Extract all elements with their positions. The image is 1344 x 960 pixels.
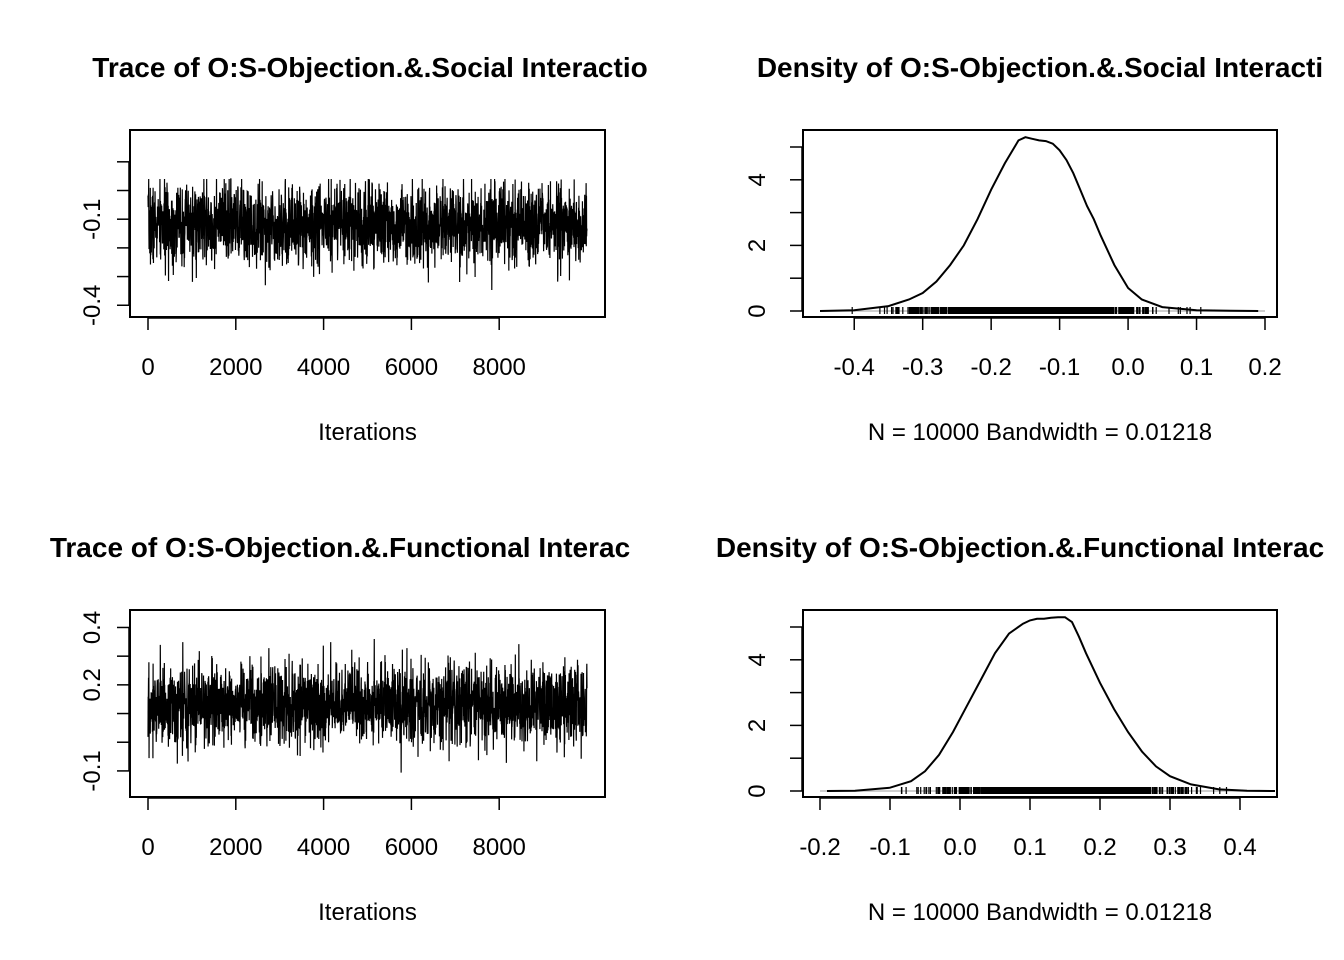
x-tick-label: 0.2	[1248, 354, 1281, 381]
y-tick-label: -0.1	[79, 199, 106, 240]
plot-frame	[129, 609, 606, 798]
x-tick-label: 0.4	[1223, 834, 1256, 861]
x-tick-label: 0	[141, 834, 154, 861]
y-tick-label: 0.2	[79, 668, 106, 701]
plot-frame	[802, 609, 1278, 798]
plot-frame	[802, 129, 1278, 318]
x-axis-label: N = 10000 Bandwidth = 0.01218	[868, 899, 1212, 926]
y-tick-label: 0.4	[79, 611, 106, 644]
y-tick-label: -0.4	[79, 285, 106, 326]
x-tick-label: -0.4	[834, 354, 875, 381]
x-tick-label: -0.1	[1039, 354, 1080, 381]
x-tick-label: 4000	[297, 834, 350, 861]
density-plot-functional-interaction: Density of O:S-Objection.&.Functional In…	[716, 532, 1324, 926]
chart-title: Density of O:S-Objection.&.Functional In…	[716, 532, 1324, 563]
x-tick-label: 0	[141, 354, 154, 381]
x-tick-label: -0.2	[799, 834, 840, 861]
y-tick-label: 4	[744, 173, 771, 186]
trace-plot-social-interaction: Trace of O:S-Objection.&.Social Interact…	[79, 52, 648, 446]
chart-title: Density of O:S-Objection.&.Social Intera…	[757, 52, 1323, 83]
density-curve	[826, 616, 1276, 792]
x-tick-label: 6000	[385, 354, 438, 381]
chart-title: Trace of O:S-Objection.&.Social Interact…	[92, 52, 647, 83]
x-tick-label: 0.3	[1153, 834, 1186, 861]
x-tick-label: 8000	[473, 354, 526, 381]
x-axis-label: Iterations	[318, 899, 417, 926]
x-tick-label: 0.1	[1180, 354, 1213, 381]
y-tick-label: -0.1	[79, 750, 106, 791]
rug-marks	[851, 307, 1202, 314]
density-plot-social-interaction: Density of O:S-Objection.&.Social Intera…	[744, 52, 1323, 446]
y-tick-label: 2	[744, 239, 771, 252]
y-tick-label: 4	[744, 653, 771, 666]
x-tick-label: -0.2	[970, 354, 1011, 381]
trace-line	[147, 178, 588, 291]
y-tick-label: 0	[744, 784, 771, 797]
x-tick-label: 0.2	[1083, 834, 1116, 861]
trace-line	[147, 638, 588, 773]
x-tick-label: 4000	[297, 354, 350, 381]
plot-frame	[129, 129, 606, 318]
x-tick-label: 6000	[385, 834, 438, 861]
chart-title: Trace of O:S-Objection.&.Functional Inte…	[50, 532, 630, 563]
x-tick-label: 0.1	[1013, 834, 1046, 861]
x-axis-label: Iterations	[318, 419, 417, 446]
x-tick-label: 0.0	[943, 834, 976, 861]
x-tick-label: 2000	[209, 354, 262, 381]
x-axis-label: N = 10000 Bandwidth = 0.01218	[868, 419, 1212, 446]
x-tick-label: -0.3	[902, 354, 943, 381]
x-tick-label: -0.1	[869, 834, 910, 861]
density-curve	[819, 136, 1259, 312]
y-tick-label: 0	[744, 304, 771, 317]
trace-plot-functional-interaction: Trace of O:S-Objection.&.Functional Inte…	[50, 532, 630, 926]
x-tick-label: 8000	[473, 834, 526, 861]
x-tick-label: 0.0	[1111, 354, 1144, 381]
x-tick-label: 2000	[209, 834, 262, 861]
y-tick-label: 2	[744, 719, 771, 732]
rug-marks	[900, 787, 1228, 794]
